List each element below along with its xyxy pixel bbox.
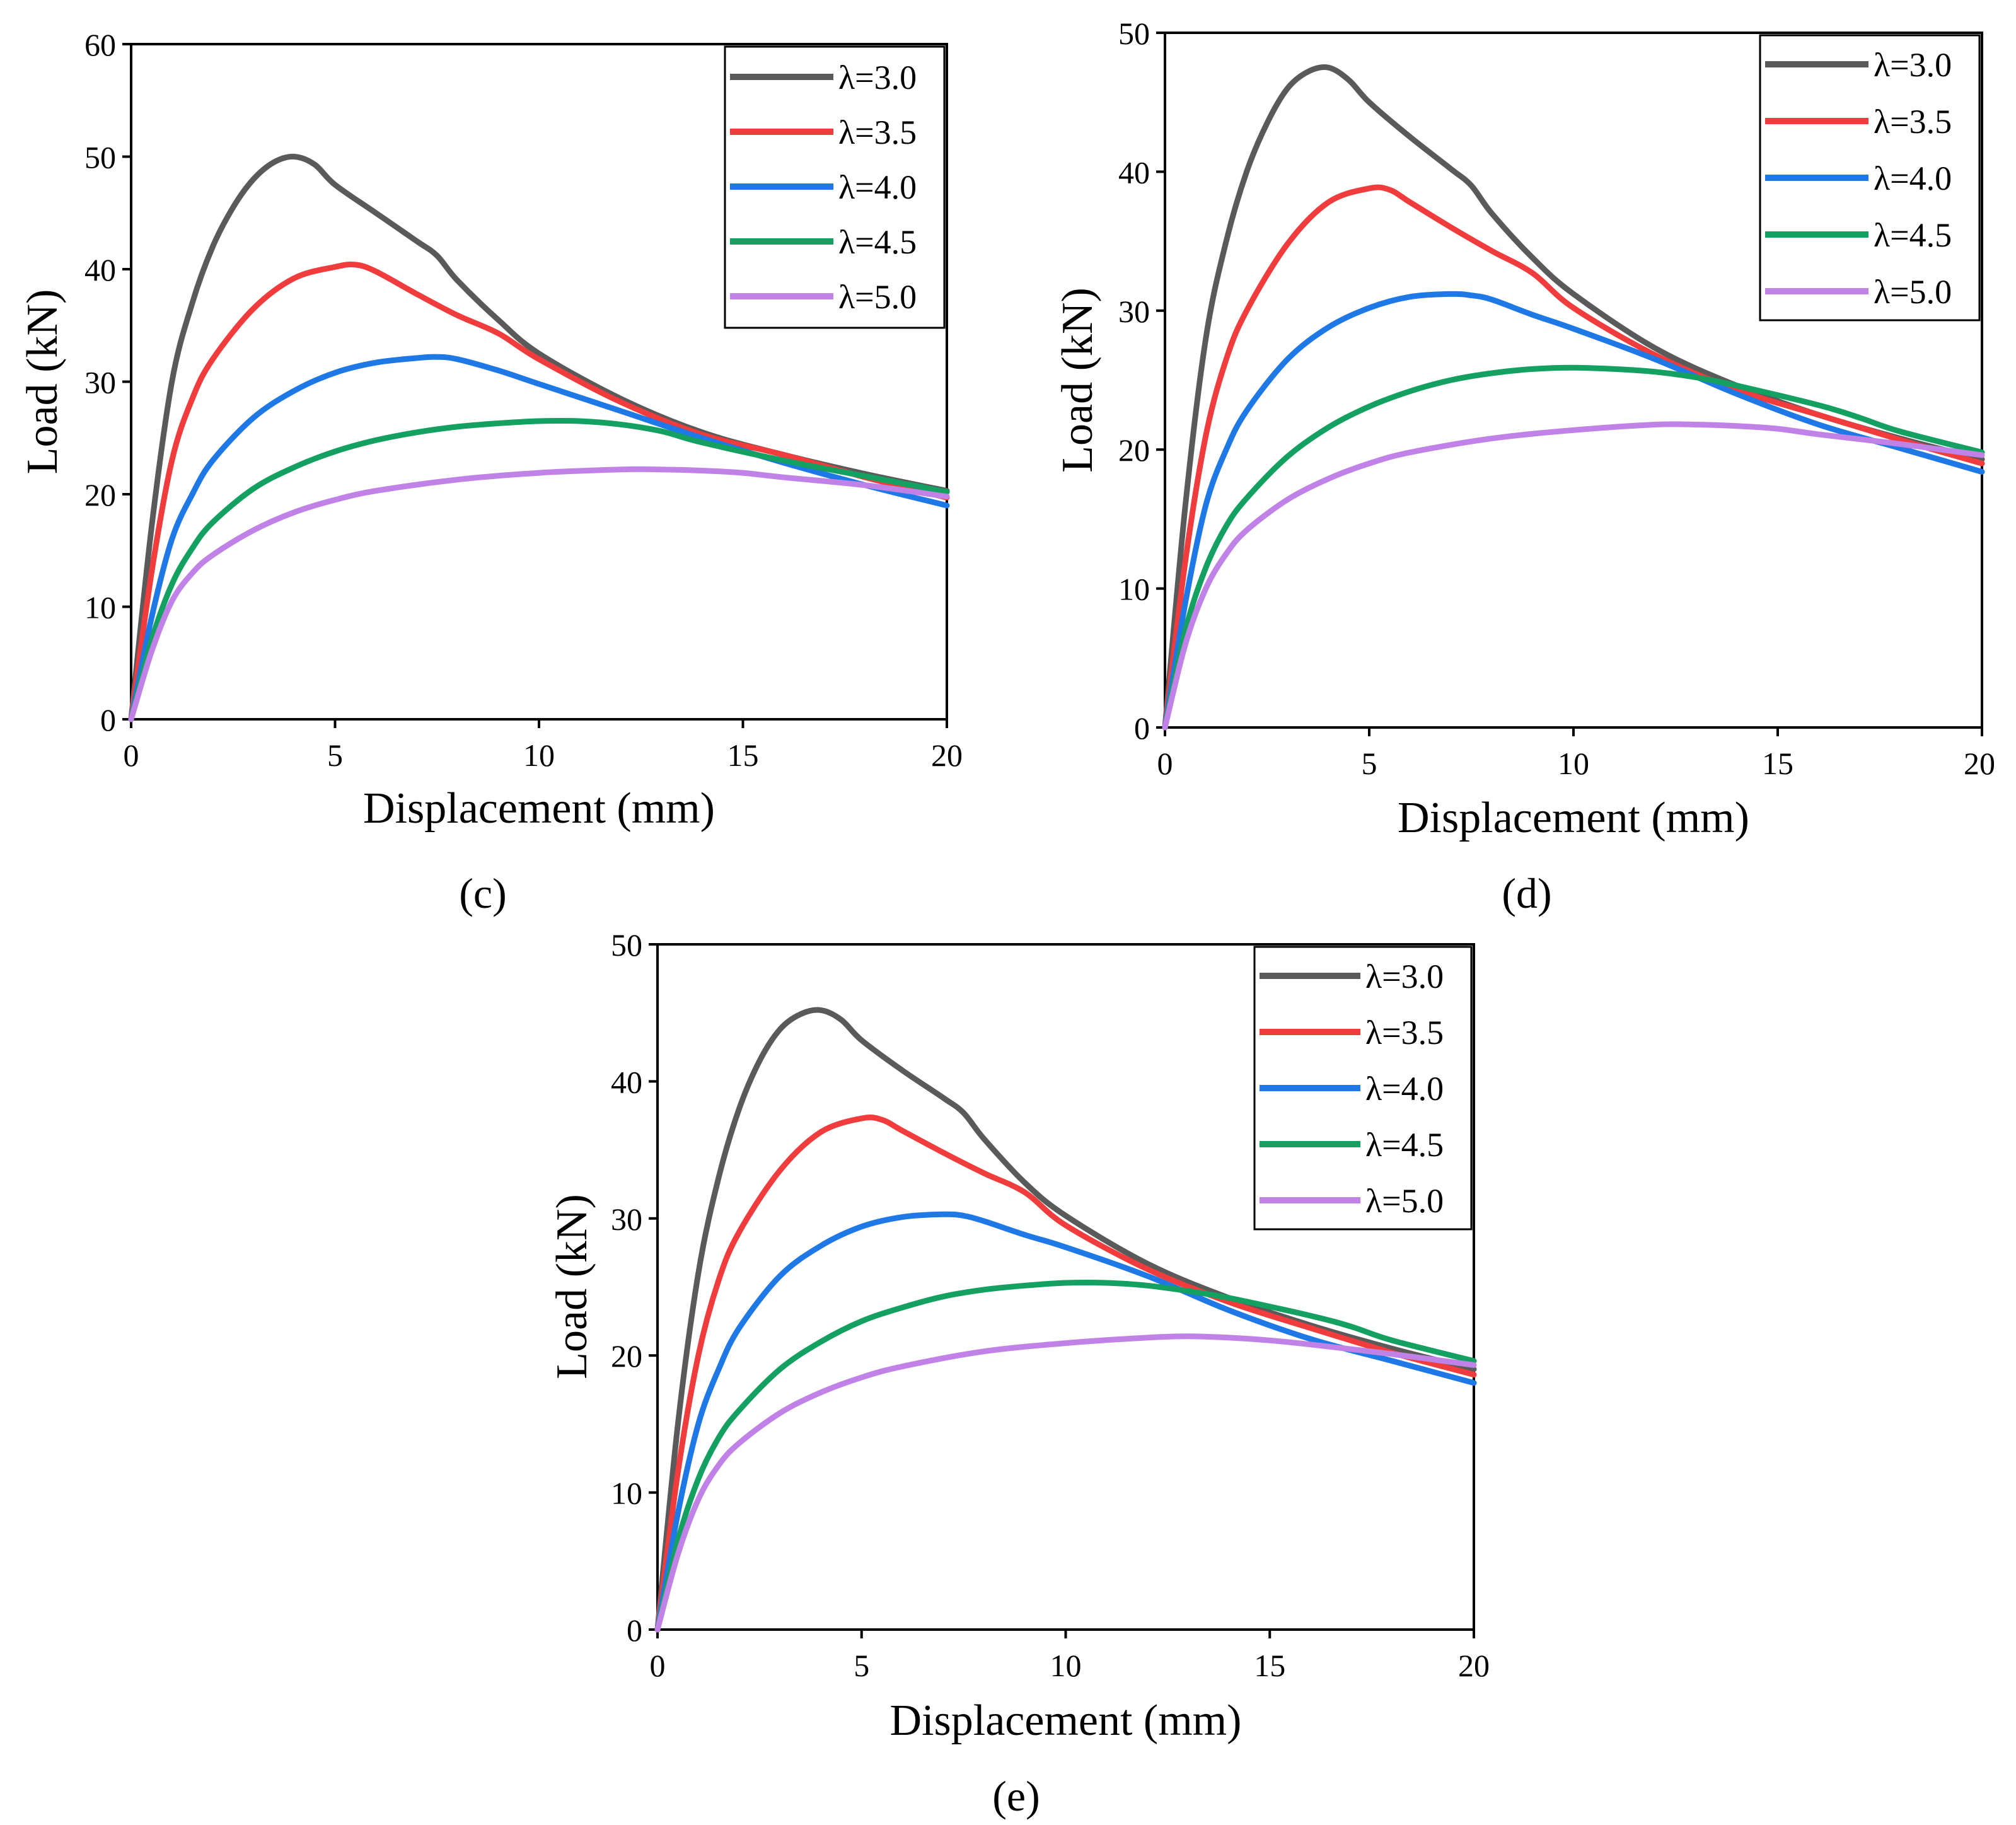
- legend-label: λ=4.5: [838, 223, 917, 261]
- y-tick-label: 30: [611, 1202, 642, 1237]
- y-axis-c: 0 10 20 30 40 50 60: [84, 27, 131, 738]
- legend-label: λ=4.0: [1874, 159, 1952, 197]
- x-tick-label: 5: [327, 738, 343, 773]
- legend-label: λ=3.5: [1365, 1014, 1444, 1052]
- x-tick-label: 20: [1458, 1648, 1490, 1683]
- y-tick-label: 10: [84, 590, 116, 625]
- y-axis-e: 0 10 20 30 40 50: [611, 927, 658, 1648]
- y-tick-label: 50: [611, 927, 642, 963]
- series-layer-d: [1162, 64, 1985, 731]
- x-axis-title: Displacement (mm): [363, 784, 715, 833]
- x-tick-label: 5: [854, 1648, 869, 1683]
- y-axis-title: Load (kN): [18, 289, 67, 475]
- chart-panel-e: 0 10 20 30 40 50 0 5 10 15 20 Displaceme…: [548, 927, 1490, 1820]
- series-line-lambda-5-0: [1162, 421, 1985, 731]
- legend-label: λ=5.0: [1874, 273, 1952, 311]
- legend-label: λ=5.0: [838, 278, 917, 316]
- series-line-lambda-3-5: [1162, 184, 1985, 731]
- y-tick-label: 50: [1118, 16, 1150, 51]
- y-axis-title: Load (kN): [548, 1194, 596, 1379]
- y-tick-label: 60: [84, 27, 116, 62]
- y-axis-title: Load (kN): [1053, 287, 1102, 473]
- x-tick-label: 10: [1050, 1648, 1082, 1683]
- x-tick-label: 0: [1157, 746, 1173, 781]
- y-tick-label: 0: [1134, 710, 1150, 746]
- x-axis-title: Displacement (mm): [890, 1696, 1242, 1745]
- series-line-lambda-5-0: [128, 466, 950, 722]
- panel-caption-e: (e): [992, 1772, 1040, 1820]
- series-line-lambda-3-5: [128, 261, 950, 722]
- y-tick-label: 40: [84, 252, 116, 287]
- chart-panel-d: 0 10 20 30 40 50 0 5 10 15 20 Displaceme…: [1053, 16, 1995, 917]
- series-line-lambda-4-0: [1162, 291, 1985, 731]
- y-tick-label: 30: [1118, 294, 1150, 329]
- chart-panel-c: 0 10 20 30 40 50 60 0 5 10 15 20 Displ: [18, 27, 963, 917]
- y-tick-label: 50: [84, 140, 116, 175]
- y-tick-label: 20: [611, 1338, 642, 1374]
- panel-caption-c: (c): [459, 869, 506, 917]
- y-tick-label: 10: [611, 1476, 642, 1511]
- x-tick-label: 15: [1762, 746, 1793, 781]
- series-line-lambda-4-5: [128, 417, 950, 722]
- x-tick-label: 10: [1558, 746, 1589, 781]
- x-tick-label: 15: [1254, 1648, 1285, 1683]
- legend-label: λ=3.0: [838, 59, 917, 96]
- legend-d: λ=3.0 λ=3.5 λ=4.0 λ=4.5 λ=5.0: [1759, 34, 1981, 322]
- x-axis-title: Displacement (mm): [1398, 794, 1749, 842]
- y-tick-label: 20: [1118, 432, 1150, 468]
- y-tick-label: 0: [627, 1613, 642, 1648]
- x-tick-label: 20: [1964, 746, 1995, 781]
- x-tick-label: 0: [124, 738, 139, 773]
- legend-label: λ=4.5: [1365, 1126, 1444, 1164]
- legend-label: λ=4.0: [838, 168, 917, 206]
- x-axis-d: 0 5 10 15 20: [1157, 727, 1995, 781]
- legend-e: λ=3.0 λ=3.5 λ=4.0 λ=4.5 λ=5.0: [1253, 946, 1473, 1231]
- series-line-lambda-4-0: [654, 1211, 1477, 1633]
- y-tick-label: 30: [84, 365, 116, 400]
- series-layer-c: [128, 153, 950, 722]
- x-axis-e: 0 5 10 15 20: [650, 1630, 1490, 1683]
- y-axis-d: 0 10 20 30 40 50: [1118, 16, 1165, 746]
- legend-label: λ=5.0: [1365, 1182, 1444, 1220]
- legend-label: λ=3.5: [1874, 103, 1952, 141]
- y-tick-label: 0: [100, 702, 116, 738]
- series-line-lambda-4-5: [654, 1279, 1477, 1633]
- series-line-lambda-3-5: [654, 1114, 1477, 1633]
- legend-c: λ=3.0 λ=3.5 λ=4.0 λ=4.5 λ=5.0: [724, 45, 946, 329]
- legend-label: λ=4.0: [1365, 1070, 1444, 1108]
- x-tick-label: 10: [523, 738, 555, 773]
- y-tick-label: 40: [611, 1064, 642, 1099]
- x-tick-label: 0: [650, 1648, 666, 1683]
- x-tick-label: 20: [931, 738, 963, 773]
- series-line-lambda-4-5: [1162, 364, 1985, 731]
- legend-label: λ=3.5: [838, 113, 917, 151]
- y-tick-label: 40: [1118, 154, 1150, 190]
- legend-label: λ=3.0: [1365, 958, 1444, 995]
- y-tick-label: 20: [84, 477, 116, 513]
- y-tick-label: 10: [1118, 572, 1150, 607]
- panel-caption-d: (d): [1502, 869, 1551, 917]
- series-line-lambda-5-0: [654, 1333, 1477, 1633]
- series-layer-e: [654, 1007, 1477, 1633]
- x-axis-c: 0 5 10 15 20: [124, 719, 963, 773]
- legend-label: λ=3.0: [1874, 46, 1952, 84]
- x-tick-label: 5: [1362, 746, 1377, 781]
- legend-label: λ=4.5: [1874, 216, 1952, 254]
- x-tick-label: 15: [727, 738, 759, 773]
